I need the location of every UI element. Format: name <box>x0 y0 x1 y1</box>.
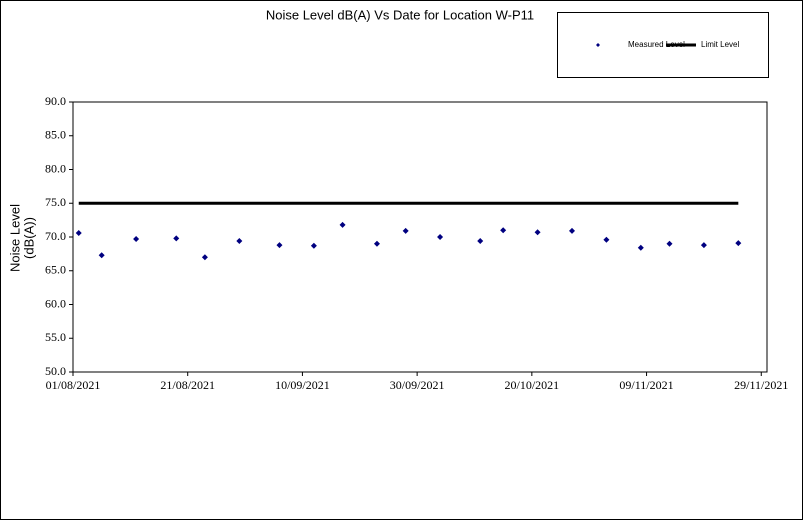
x-tick-label: 21/08/2021 <box>160 378 215 392</box>
x-tick-label: 10/09/2021 <box>275 378 330 392</box>
data-point <box>568 227 575 234</box>
x-tick-label: 09/11/2021 <box>619 378 673 392</box>
data-point <box>666 240 673 247</box>
data-point <box>402 227 409 234</box>
legend-label: Measured Level <box>628 40 685 49</box>
y-tick-label: 60.0 <box>45 296 66 310</box>
data-point <box>133 236 140 243</box>
data-point <box>637 244 644 251</box>
x-tick-label: 20/10/2021 <box>505 378 560 392</box>
data-point <box>700 242 707 249</box>
data-point <box>735 240 742 247</box>
data-point <box>98 252 105 259</box>
data-point <box>236 238 243 245</box>
y-tick-label: 55.0 <box>45 330 66 344</box>
y-tick-label: 75.0 <box>45 195 66 209</box>
legend-box <box>557 12 769 78</box>
data-point <box>201 254 208 261</box>
data-point <box>339 221 346 228</box>
y-tick-label: 80.0 <box>45 161 66 175</box>
data-point <box>603 236 610 243</box>
y-tick-label: 70.0 <box>45 229 66 243</box>
y-axis-title: Noise Level (dB(A)) <box>7 204 36 272</box>
y-tick-label: 50.0 <box>45 364 66 378</box>
x-tick-label: 29/11/2021 <box>734 378 788 392</box>
legend-label: Limit Level <box>701 40 739 49</box>
data-point <box>534 229 541 236</box>
data-point <box>173 235 180 242</box>
x-tick-label: 01/08/2021 <box>46 378 101 392</box>
y-tick-label: 85.0 <box>45 128 66 142</box>
data-point <box>276 242 283 249</box>
chart-title: Noise Level dB(A) Vs Date for Location W… <box>266 7 534 22</box>
data-point <box>437 234 444 240</box>
y-axis-title-line: (dB(A)) <box>21 217 36 259</box>
y-tick-label: 65.0 <box>45 263 66 277</box>
legend-marker <box>596 43 600 47</box>
data-point <box>75 229 82 236</box>
data-point <box>477 238 484 245</box>
x-tick-label: 30/09/2021 <box>390 378 445 392</box>
data-point <box>373 240 380 247</box>
y-axis-title-line: Noise Level <box>7 204 22 272</box>
data-point <box>500 227 507 234</box>
y-tick-label: 90.0 <box>45 94 66 108</box>
data-point <box>310 242 317 249</box>
